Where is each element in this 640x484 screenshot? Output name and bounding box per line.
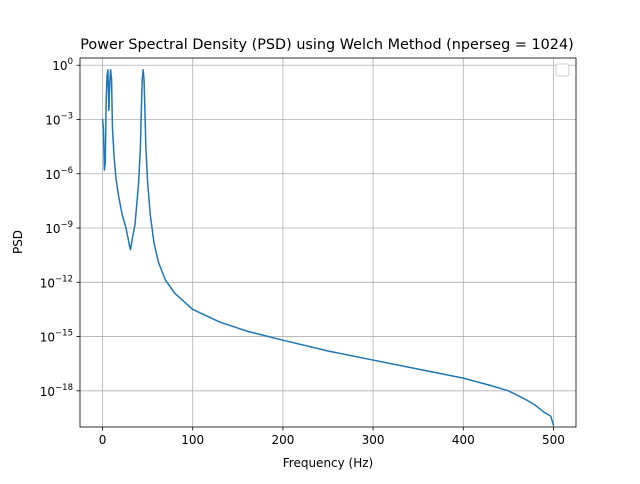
chart-title: Power Spectral Density (PSD) using Welch…: [80, 37, 573, 53]
y-tick-label: 10−15: [40, 329, 73, 345]
grid: [80, 58, 576, 427]
y-tick-label: 10−9: [45, 220, 73, 236]
x-tick-label: 0: [99, 433, 107, 447]
y-tick-label: 10−12: [40, 274, 73, 290]
x-tick-label: 500: [542, 433, 565, 447]
y-axis-ticks: 100 10−3 10−6 10−9 10−12 10−15 10−18: [40, 57, 80, 399]
legend-box: [555, 63, 570, 77]
y-tick-label: 100: [52, 57, 73, 73]
x-tick-label: 400: [452, 433, 475, 447]
psd-series-line: [101, 69, 555, 427]
plot-frame: [79, 57, 577, 428]
y-tick-label: 10−6: [45, 166, 73, 182]
x-tick-label: 200: [271, 433, 294, 447]
x-tick-label: 300: [362, 433, 385, 447]
series-layer: [101, 69, 555, 427]
x-axis-ticks: 0 100 200 300 400 500: [99, 427, 565, 447]
x-tick-label: 100: [181, 433, 204, 447]
x-axis-label: Frequency (Hz): [283, 456, 374, 470]
y-axis-label: PSD: [11, 230, 25, 254]
y-tick-label: 10−3: [45, 112, 73, 128]
y-tick-label: 10−18: [40, 383, 73, 399]
